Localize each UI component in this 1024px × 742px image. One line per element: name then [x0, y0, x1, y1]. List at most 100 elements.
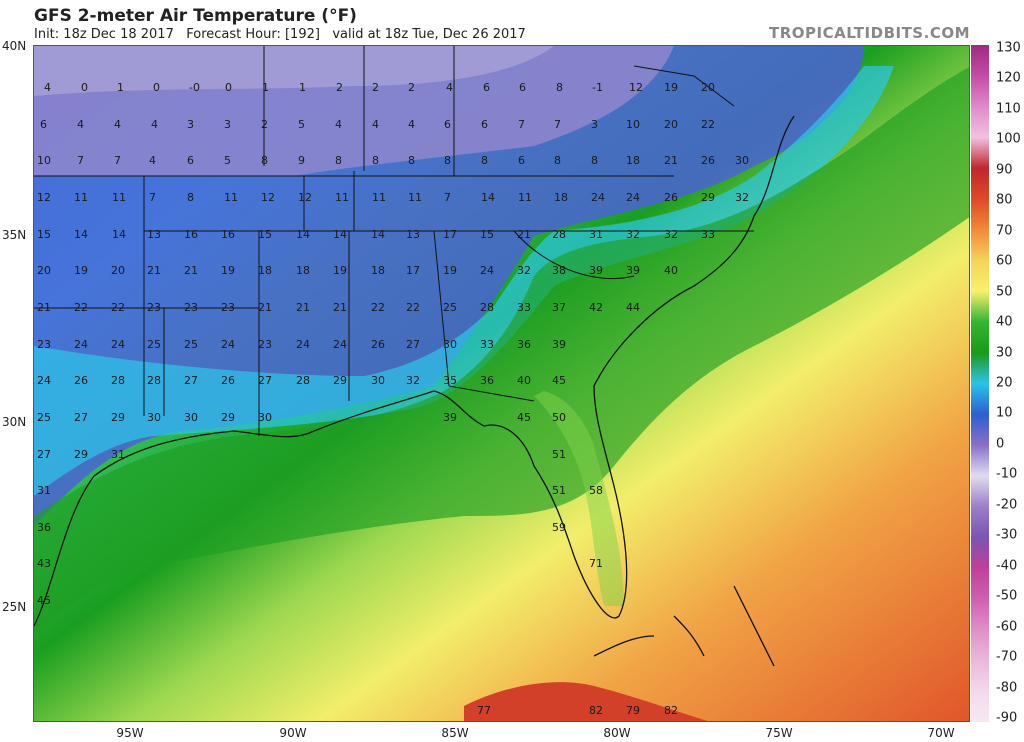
station-temperature-value: 7 — [554, 118, 561, 131]
station-temperature-value: 59 — [552, 521, 566, 534]
station-temperature-value: -0 — [189, 81, 200, 94]
station-temperature-value: 33 — [701, 228, 715, 241]
station-temperature-value: 20 — [701, 81, 715, 94]
station-temperature-value: 24 — [480, 264, 494, 277]
station-temperature-value: 6 — [444, 118, 451, 131]
station-temperature-value: 25 — [184, 338, 198, 351]
station-temperature-value: 14 — [371, 228, 385, 241]
colorbar-tick-label: 80 — [996, 192, 1013, 208]
station-temperature-value: 7 — [149, 191, 156, 204]
station-temperature-value: 4 — [77, 118, 84, 131]
station-temperature-value: 30 — [147, 411, 161, 424]
station-temperature-value: 45 — [517, 411, 531, 424]
station-temperature-value: 8 — [554, 154, 561, 167]
station-temperature-value: 24 — [221, 338, 235, 351]
station-temperature-value: 39 — [552, 338, 566, 351]
station-temperature-value: 22 — [371, 301, 385, 314]
colorbar-tick-label: 120 — [996, 70, 1021, 86]
station-temperature-value: 20 — [111, 264, 125, 277]
station-temperature-value: 8 — [444, 154, 451, 167]
station-temperature-value: 39 — [443, 411, 457, 424]
lat-label-25n: 25N — [2, 600, 27, 614]
station-temperature-value: 8 — [408, 154, 415, 167]
station-temperature-value: 29 — [221, 411, 235, 424]
station-temperature-value: 20 — [664, 118, 678, 131]
station-temperature-value: 11 — [372, 191, 386, 204]
station-temperature-value: 4 — [446, 81, 453, 94]
station-temperature-value: 25 — [147, 338, 161, 351]
station-temperature-value: 42 — [589, 301, 603, 314]
station-temperature-value: 21 — [184, 264, 198, 277]
station-temperature-value: 40 — [517, 374, 531, 387]
station-temperature-value: 32 — [664, 228, 678, 241]
colorbar-tick-label: -40 — [996, 558, 1018, 574]
colorbar-tick-label: 110 — [996, 101, 1021, 117]
station-temperature-value: 22 — [74, 301, 88, 314]
station-temperature-value: 38 — [552, 264, 566, 277]
lon-label-70w: 70W — [927, 726, 955, 740]
station-temperature-value: 14 — [74, 228, 88, 241]
station-temperature-value: 28 — [552, 228, 566, 241]
station-temperature-value: 5 — [224, 154, 231, 167]
station-temperature-value: 30 — [258, 411, 272, 424]
station-temperature-value: 0 — [225, 81, 232, 94]
station-temperature-value: 0 — [153, 81, 160, 94]
station-temperature-value: 23 — [221, 301, 235, 314]
station-temperature-value: 50 — [552, 411, 566, 424]
station-temperature-value: 12 — [261, 191, 275, 204]
station-temperature-value: 18 — [626, 154, 640, 167]
colorbar-tick-label: 40 — [996, 314, 1013, 330]
station-temperature-value: 0 — [81, 81, 88, 94]
station-temperature-value: 45 — [37, 594, 51, 607]
station-temperature-value: 19 — [664, 81, 678, 94]
station-temperature-value: 8 — [261, 154, 268, 167]
station-temperature-value: 3 — [224, 118, 231, 131]
station-temperature-value: -1 — [592, 81, 603, 94]
station-temperature-value: 82 — [664, 704, 678, 717]
lat-label-40n: 40N — [2, 39, 27, 53]
temperature-map: 4 0 1 0 -0 0 1 1 2 2 2 4 6 6 8 -1 12 19 20 6 4 4 4 3 3 2 5 4 4 4 6 6 7 7 3… — [33, 45, 970, 722]
station-temperature-value: 3 — [187, 118, 194, 131]
station-temperature-value: 30 — [184, 411, 198, 424]
station-temperature-value: 2 — [261, 118, 268, 131]
colorbar-tick-label: 70 — [996, 223, 1013, 239]
station-temperature-value: 23 — [184, 301, 198, 314]
station-temperature-value: 9 — [298, 154, 305, 167]
station-temperature-value: 28 — [111, 374, 125, 387]
station-temperature-value: 4 — [44, 81, 51, 94]
station-temperature-value: 15 — [37, 228, 51, 241]
colorbar-tick-label: -20 — [996, 497, 1018, 513]
station-temperature-value: 33 — [480, 338, 494, 351]
station-temperature-value: 19 — [221, 264, 235, 277]
station-temperature-value: 8 — [335, 154, 342, 167]
station-temperature-value: 31 — [111, 448, 125, 461]
station-temperature-value: 24 — [296, 338, 310, 351]
station-temperature-value: 24 — [591, 191, 605, 204]
station-temperature-value: 28 — [480, 301, 494, 314]
station-temperature-value: 19 — [443, 264, 457, 277]
station-temperature-value: 4 — [151, 118, 158, 131]
station-temperature-value: 39 — [589, 264, 603, 277]
colorbar-tick-label: -50 — [996, 588, 1018, 604]
station-temperature-value: 30 — [443, 338, 457, 351]
station-temperature-value: 1 — [299, 81, 306, 94]
station-temperature-value: 8 — [187, 191, 194, 204]
colorbar-tick-label: 0 — [996, 436, 1005, 452]
colorbar-tick-label: 60 — [996, 253, 1013, 269]
brand-watermark[interactable]: TROPICALTIDBITS.COM — [769, 24, 970, 42]
lon-label-85w: 85W — [441, 726, 469, 740]
station-temperature-value: 31 — [37, 484, 51, 497]
station-temperature-value: 18 — [554, 191, 568, 204]
station-temperature-value: 23 — [37, 338, 51, 351]
station-temperature-value: 33 — [517, 301, 531, 314]
station-temperature-value: 32 — [517, 264, 531, 277]
station-temperature-value: 18 — [258, 264, 272, 277]
colorbar-tick-label: 100 — [996, 131, 1021, 147]
station-temperature-value: 14 — [112, 228, 126, 241]
station-temperature-value: 10 — [626, 118, 640, 131]
station-temperature-value: 45 — [552, 374, 566, 387]
station-temperature-value: 24 — [111, 338, 125, 351]
station-temperature-value: 21 — [296, 301, 310, 314]
station-temperature-value: 21 — [147, 264, 161, 277]
station-temperature-value: 35 — [443, 374, 457, 387]
